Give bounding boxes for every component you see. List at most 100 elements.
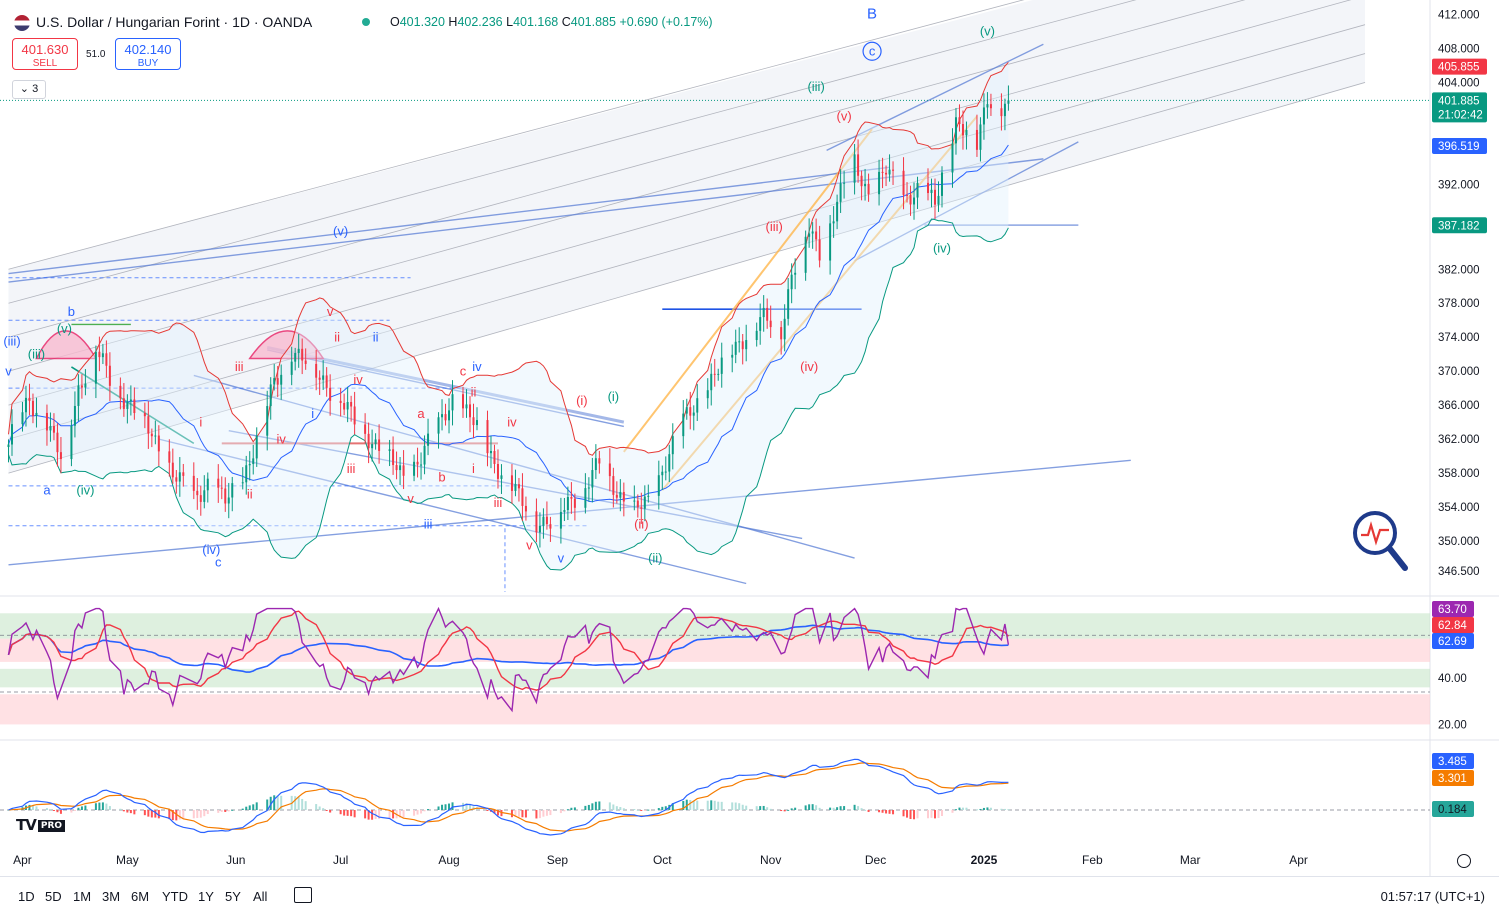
settings-gear-icon[interactable] (1457, 854, 1471, 868)
candle-body (489, 450, 492, 454)
candle-body (636, 500, 639, 508)
macd-histogram-bar (930, 810, 933, 818)
macd-histogram-bar (535, 810, 538, 819)
wave-label: (iii) (766, 219, 783, 234)
timeframe-1d[interactable]: 1D (18, 889, 35, 904)
macd-histogram-bar (367, 810, 370, 820)
macd-histogram-bar (325, 810, 328, 811)
time-tick-label: Nov (760, 853, 781, 867)
macd-histogram-bar (664, 806, 667, 810)
macd-histogram-bar (913, 810, 916, 820)
rsi-pane (0, 606, 1430, 725)
candle-body (954, 117, 957, 144)
candle-body (217, 478, 220, 488)
rsi-zone (0, 638, 1430, 662)
timeframe-3m[interactable]: 3M (102, 889, 121, 904)
macd-histogram-bar (524, 810, 527, 818)
sell-button[interactable]: 401.630 SELL (12, 38, 78, 70)
macd-histogram-bar (448, 803, 451, 810)
macd-histogram-bar (591, 803, 594, 810)
macd-histogram-bar (647, 809, 650, 811)
candle-body (780, 327, 783, 340)
indicators-collapse-button[interactable]: ⌄ 3 (12, 80, 46, 99)
macd-histogram-bar (273, 795, 276, 810)
candle-body (790, 274, 793, 290)
rsi-zone (0, 668, 1430, 688)
candle-body (934, 189, 936, 205)
candle-body (465, 404, 468, 409)
price-tick-label: 354.000 (1438, 502, 1480, 514)
market-status-icon (362, 18, 370, 26)
price-tick-label: 392.000 (1438, 179, 1480, 191)
macd-histogram-bar (881, 810, 884, 813)
candle-body (241, 482, 244, 484)
price-tick-label: 358.000 (1438, 468, 1480, 480)
macd-histogram-bar (888, 810, 891, 814)
candle-body (367, 433, 370, 449)
channel-line (8, 0, 1352, 372)
candle-body (563, 510, 566, 512)
wave-label: b (68, 304, 75, 319)
change-readout: +0.690 (+0.17%) (619, 15, 713, 29)
rsi-signal-line (7, 610, 1009, 691)
price-tick-label: 366.000 (1438, 400, 1480, 412)
timeframe-6m[interactable]: 6M (131, 889, 150, 904)
magnifier-icon (1353, 511, 1408, 571)
price-label-text: 405.855 (1438, 62, 1480, 74)
macd-histogram-bar (566, 809, 569, 811)
symbol-title[interactable]: U.S. Dollar / Hungarian Forint · 1D · OA… (36, 14, 313, 30)
candle-body (769, 320, 772, 328)
macd-histogram-bar (860, 808, 863, 810)
macd-histogram-bar (388, 810, 391, 819)
price-label-bg (1432, 58, 1487, 75)
ohlc-readout: O401.320 H402.236 L401.168 C401.885 +0.6… (390, 15, 713, 29)
wave-label: (iv) (800, 359, 818, 374)
calendar-icon[interactable] (294, 887, 312, 903)
macd-histogram-bar (318, 806, 321, 810)
candle-body (808, 233, 811, 237)
candle-body (566, 496, 569, 511)
timeframe-5y[interactable]: 5Y (225, 889, 241, 904)
candle-body (647, 495, 650, 497)
macd-histogram-bar (713, 800, 716, 810)
macd-histogram-bar (241, 808, 244, 810)
buy-button[interactable]: 402.140 BUY (115, 38, 181, 70)
macd-histogram-bar (542, 810, 545, 817)
macd-histogram-bar (206, 810, 209, 815)
macd-histogram-bar (769, 808, 772, 810)
macd-histogram-bar (49, 809, 52, 811)
time-tick-label: Jul (333, 853, 348, 867)
candle-body (374, 439, 377, 445)
candle-body (486, 420, 489, 454)
candle-body (594, 458, 597, 471)
trend-line (8, 158, 1044, 283)
candle-body (413, 461, 416, 476)
macd-histogram-bar (951, 810, 954, 813)
wave-label: iv (277, 431, 287, 446)
candle-body (108, 365, 111, 386)
candle-body (759, 317, 762, 331)
wave-label: iii (347, 461, 356, 476)
candle-body (290, 361, 293, 375)
macd-histogram-bar (538, 810, 541, 819)
timeframe-5d[interactable]: 5D (45, 889, 62, 904)
trend-line (8, 459, 1131, 566)
candle-body (958, 117, 961, 125)
timeframe-ytd[interactable]: YTD (162, 889, 188, 904)
timeframe-1m[interactable]: 1M (73, 889, 92, 904)
candle-body (587, 487, 590, 489)
wave-label: (ii) (634, 516, 648, 531)
candle-body (864, 183, 867, 187)
macd-histogram-bar (633, 809, 636, 811)
wave-label: v (558, 550, 565, 565)
candle-body (706, 390, 709, 399)
macd-histogram-bar (266, 799, 269, 810)
candle-body (815, 231, 818, 240)
timeframe-1y[interactable]: 1Y (198, 889, 214, 904)
candle-body (615, 494, 618, 498)
candle-body (927, 182, 930, 194)
timeframe-all[interactable]: All (253, 889, 268, 904)
time-tick-label: May (116, 853, 139, 867)
magnifier-ring (1353, 511, 1397, 555)
